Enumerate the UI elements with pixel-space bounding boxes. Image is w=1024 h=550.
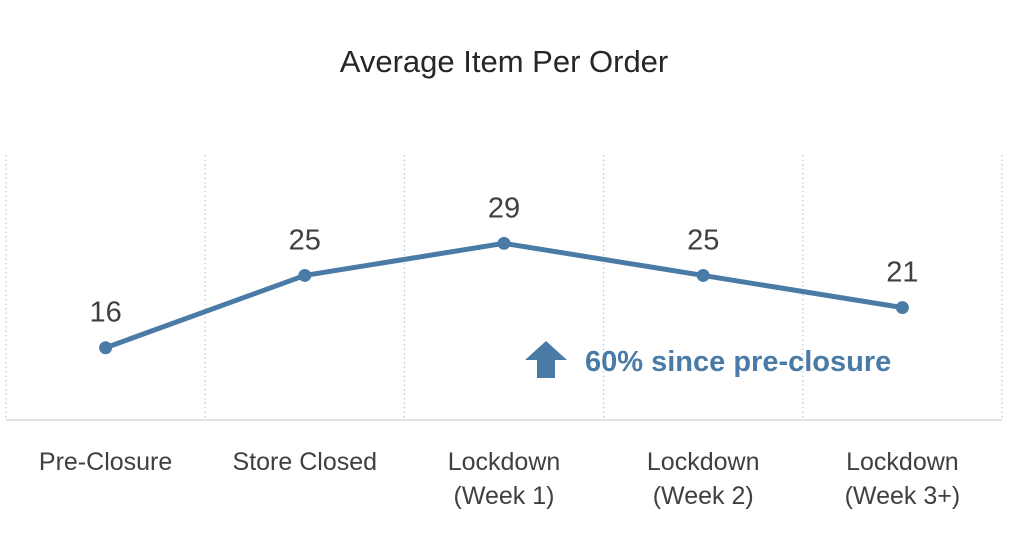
annotation-text: 60% since pre-closure xyxy=(585,346,891,378)
x-tick-label: Lockdown (Week 2) xyxy=(647,448,760,510)
data-point xyxy=(99,341,113,355)
data-point xyxy=(497,236,511,250)
data-label: 16 xyxy=(89,297,121,329)
x-tick-label: Store Closed xyxy=(233,448,378,476)
data-point xyxy=(298,268,312,282)
annotation: 60% since pre-closure xyxy=(525,341,891,378)
data-point xyxy=(696,268,710,282)
x-tick-label: Lockdown (Week 3+) xyxy=(845,448,961,510)
data-labels: 16 25 29 25 21 xyxy=(89,192,918,328)
data-label: 25 xyxy=(687,224,719,256)
x-tick-labels: Pre-Closure Store Closed Lockdown (Week 1) L… xyxy=(39,448,960,510)
data-point xyxy=(895,301,909,315)
data-label: 21 xyxy=(886,257,918,289)
x-tick-label: Lockdown (Week 1) xyxy=(448,448,561,510)
series-line xyxy=(103,240,905,351)
series xyxy=(99,236,909,355)
data-label: 29 xyxy=(488,192,520,224)
data-label: 25 xyxy=(289,224,321,256)
up-arrow-icon xyxy=(525,341,567,378)
x-tick-label: Pre-Closure xyxy=(39,448,172,476)
gridlines xyxy=(5,155,1003,420)
chart-title: Average Item Per Order xyxy=(340,44,669,79)
